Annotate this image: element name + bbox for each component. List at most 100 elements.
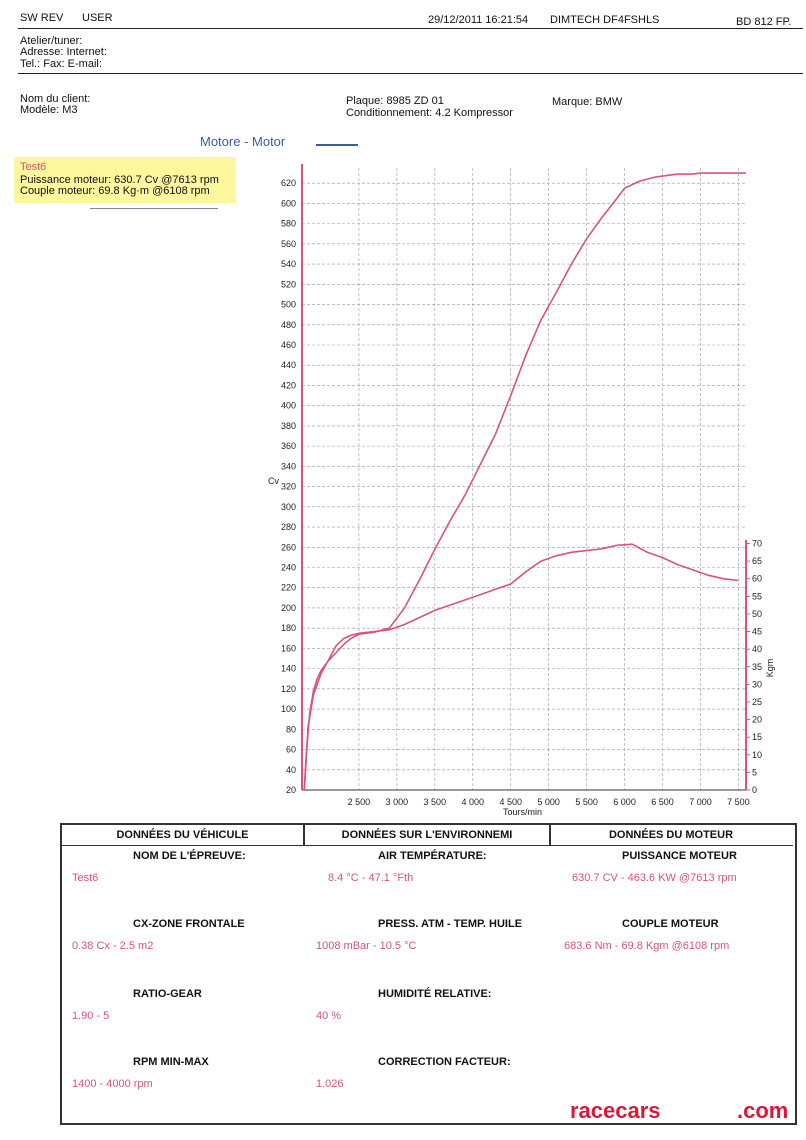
air-temp-value: 8.4 °C - 47.1 °Fth (328, 872, 414, 884)
chart-series (303, 172, 746, 791)
chart-grid (302, 168, 746, 791)
watermark-left: racecars (570, 1098, 661, 1123)
y2-tick-3: 15 (752, 732, 762, 742)
x-tick-7: 6 000 (613, 797, 636, 807)
y-tick-25: 520 (281, 279, 296, 289)
humidity-value: 40 % (316, 1010, 342, 1022)
table-col-divider-1 (303, 825, 305, 845)
engine-torque-value: 683.6 Nm - 69.8 Kgm @6108 rpm (564, 940, 730, 952)
header-engine: DONNÉES DU MOTEUR (608, 829, 734, 841)
y-tick-12: 260 (281, 542, 296, 552)
y-tick-30: 620 (281, 178, 296, 188)
plate-label: Plaque: 8985 ZD 01 (346, 95, 444, 107)
x-tick-1: 3 000 (386, 797, 409, 807)
y-tick-3: 80 (286, 724, 296, 734)
header-rule (18, 28, 803, 29)
tel-label: Tel.: Fax: E-mail: (20, 58, 102, 70)
y-axis-label: Cv (268, 476, 279, 486)
air-temp-label: AIR TEMPÉRATURE: (378, 850, 487, 862)
x-tick-6: 5 500 (575, 797, 598, 807)
x-tick-5: 5 000 (537, 797, 560, 807)
y2-tick-4: 20 (752, 715, 762, 725)
y-tick-26: 540 (281, 259, 296, 269)
table-header-rule (62, 845, 793, 846)
watermark-right: .com (737, 1098, 789, 1123)
y-tick-11: 240 (281, 562, 296, 572)
y-tick-28: 580 (281, 219, 296, 229)
y-tick-18: 380 (281, 421, 296, 431)
chart-axes (301, 164, 750, 791)
highlight-marker (14, 157, 236, 203)
y-tick-24: 500 (281, 300, 296, 310)
y-tick-13: 280 (281, 522, 296, 532)
atelier-label: Atelier/tuner: (20, 35, 83, 47)
x-tick-2: 3 500 (424, 797, 447, 807)
correction-factor-value: 1.026 (316, 1078, 344, 1090)
y2-tick-10: 50 (752, 609, 762, 619)
y-tick-20: 420 (281, 380, 296, 390)
y-tick-15: 320 (281, 482, 296, 492)
ratio-gear-value: 1.90 - 5 (72, 1010, 110, 1022)
y2-tick-9: 45 (752, 627, 762, 637)
power-summary: Puissance moteur: 630.7 Cv @7613 rpm (20, 174, 219, 186)
y-tick-9: 200 (281, 603, 296, 613)
x-tick-0: 2 500 (348, 797, 371, 807)
chart-legend-title: Motore - Motor (200, 134, 286, 149)
header-environment: DONNÉES SUR L'ENVIRONNEMI (341, 829, 513, 841)
y-tick-8: 180 (281, 623, 296, 633)
brand-label: Marque: BMW (552, 96, 623, 108)
y-tick-23: 480 (281, 320, 296, 330)
header-rule-2 (18, 73, 803, 74)
x-tick-3: 4 000 (462, 797, 485, 807)
y-tick-6: 140 (281, 664, 296, 674)
y-tick-19: 400 (281, 401, 296, 411)
rpm-range-value: 1400 - 4000 rpm (72, 1078, 153, 1090)
humidity-label: HUMIDITÉ RELATIVE: (378, 988, 492, 1000)
legend-line-swatch (316, 144, 358, 146)
pressure-oil-label: PRESS. ATM - TEMP. HUILE (378, 918, 523, 930)
x-tick-4: 4 500 (499, 797, 522, 807)
y2-tick-2: 10 (752, 750, 762, 760)
y2-tick-11: 55 (752, 591, 762, 601)
reference-code: BD 812 FP. (736, 16, 792, 28)
chart-tick-labels: 2040608010012014016018020022024026028030… (281, 178, 762, 807)
torque-summary: Couple moteur: 69.8 Kg·m @6108 rpm (20, 185, 210, 197)
header-vehicle: DONNÉES DU VÉHICULE (116, 829, 249, 841)
y2-tick-7: 35 (752, 662, 762, 672)
y2-tick-1: 5 (752, 767, 757, 777)
y2-tick-13: 65 (752, 556, 762, 566)
y2-axis-label: Kgm (765, 659, 775, 678)
model-label: Modèle: M3 (20, 104, 78, 116)
test-name-value: Test6 (72, 872, 99, 884)
correction-factor-label: CORRECTION FACTEUR: (378, 1056, 511, 1068)
report-datetime: 29/12/2011 16:21:54 (428, 14, 529, 26)
software-rev-label: SW REV (20, 12, 64, 24)
y2-tick-6: 30 (752, 679, 762, 689)
y2-tick-0: 0 (752, 785, 757, 795)
y-tick-17: 360 (281, 441, 296, 451)
series-line-couple (303, 543, 739, 791)
engine-power-label: PUISSANCE MOTEUR (622, 850, 737, 862)
y-tick-4: 100 (281, 704, 296, 714)
x-tick-10: 7 500 (727, 797, 750, 807)
x-tick-9: 7 000 (689, 797, 712, 807)
y-tick-10: 220 (281, 583, 296, 593)
y2-tick-12: 60 (752, 574, 762, 584)
table-col-divider-2 (549, 825, 551, 845)
series-line-puissance (303, 172, 746, 791)
user-label: USER (82, 12, 113, 24)
test-name-label: NOM DE L'ÉPREUVE: (133, 850, 246, 862)
y2-tick-14: 70 (752, 539, 762, 549)
y-tick-7: 160 (281, 643, 296, 653)
y-tick-2: 60 (286, 745, 296, 755)
cx-frontal-label: CX-ZONE FRONTALE (133, 918, 245, 930)
pressure-oil-value: 1008 mBar - 10.5 °C (316, 940, 417, 952)
y-tick-27: 560 (281, 239, 296, 249)
y-tick-22: 460 (281, 340, 296, 350)
legend-underline (90, 208, 218, 209)
x-tick-8: 6 500 (651, 797, 674, 807)
y2-tick-8: 40 (752, 644, 762, 654)
y-tick-14: 300 (281, 502, 296, 512)
y-tick-0: 20 (286, 785, 296, 795)
engine-power-value: 630.7 CV - 463.6 KW @7613 rpm (572, 872, 737, 884)
